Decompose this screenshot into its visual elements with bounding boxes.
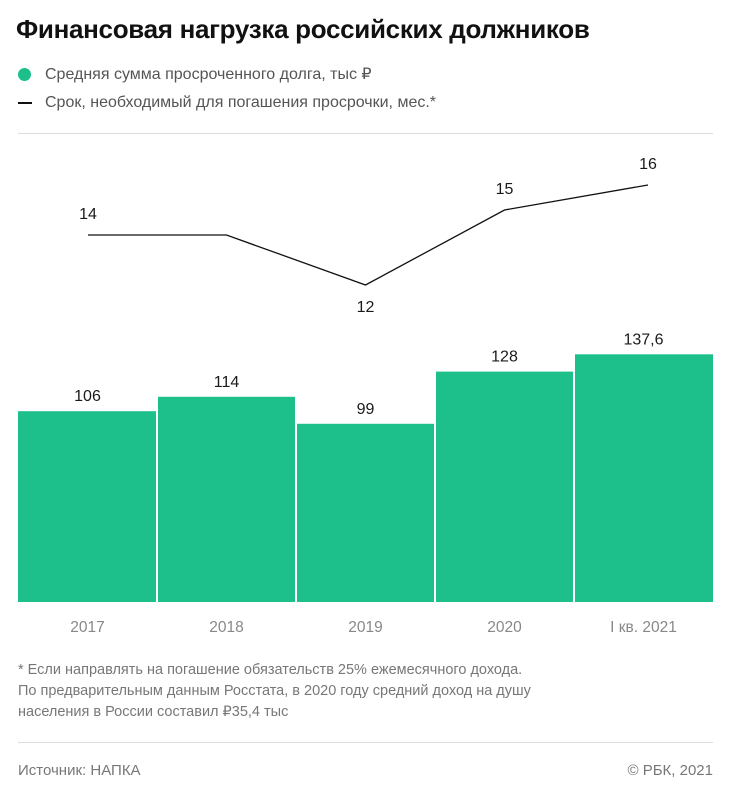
line-value-label: 15 xyxy=(496,181,514,198)
bar-value-label: 114 xyxy=(214,374,240,391)
chart-area: 106 114 99 128 137,6 2017 2018 2019 2020 I кв. 20… xyxy=(18,156,713,636)
x-tick-label: 2017 xyxy=(70,619,104,636)
bar xyxy=(18,411,156,602)
footnote-line: По предварительным данным Росстата, в 20… xyxy=(18,683,531,699)
line-value-label: 12 xyxy=(357,299,375,316)
footnote-line: * Если направлять на погашение обязатель… xyxy=(18,662,523,678)
chart-title: Финансовая нагрузка российских должников xyxy=(16,14,590,44)
bar-value-label: 106 xyxy=(74,388,101,405)
legend-label-line: Срок, необходимый для погашения просрочк… xyxy=(45,94,437,111)
bar-value-label: 99 xyxy=(357,401,375,418)
footnote: * Если направлять на погашение обязатель… xyxy=(18,660,531,723)
line-value-label: 14 xyxy=(79,206,97,223)
legend-line-icon xyxy=(18,102,32,104)
copyright-text: © РБК, 2021 xyxy=(627,762,713,779)
bar xyxy=(158,396,295,602)
bar xyxy=(575,354,713,602)
top-divider xyxy=(18,133,713,134)
bar-value-label: 137,6 xyxy=(623,331,663,348)
bar xyxy=(297,423,434,602)
bar xyxy=(436,371,573,602)
x-tick-label: 2019 xyxy=(348,619,382,636)
bar-value-label: 128 xyxy=(491,349,518,366)
line-series xyxy=(88,184,649,286)
bottom-divider xyxy=(18,742,713,743)
source-text: Источник: НАПКА xyxy=(18,762,141,779)
x-tick-label: I кв. 2021 xyxy=(610,619,677,636)
line-value-label: 16 xyxy=(639,156,657,173)
legend-label-bars: Средняя сумма просроченного долга, тыс ₽ xyxy=(45,66,372,83)
footnote-line: населения в России составил ₽35,4 тыс xyxy=(18,704,289,720)
legend-item-line: Срок, необходимый для погашения просрочк… xyxy=(18,94,436,112)
legend-item-bars: Средняя сумма просроченного долга, тыс ₽ xyxy=(18,64,372,84)
legend-dot-icon xyxy=(18,67,31,81)
x-tick-label: 2020 xyxy=(487,619,522,636)
x-tick-label: 2018 xyxy=(209,619,243,636)
